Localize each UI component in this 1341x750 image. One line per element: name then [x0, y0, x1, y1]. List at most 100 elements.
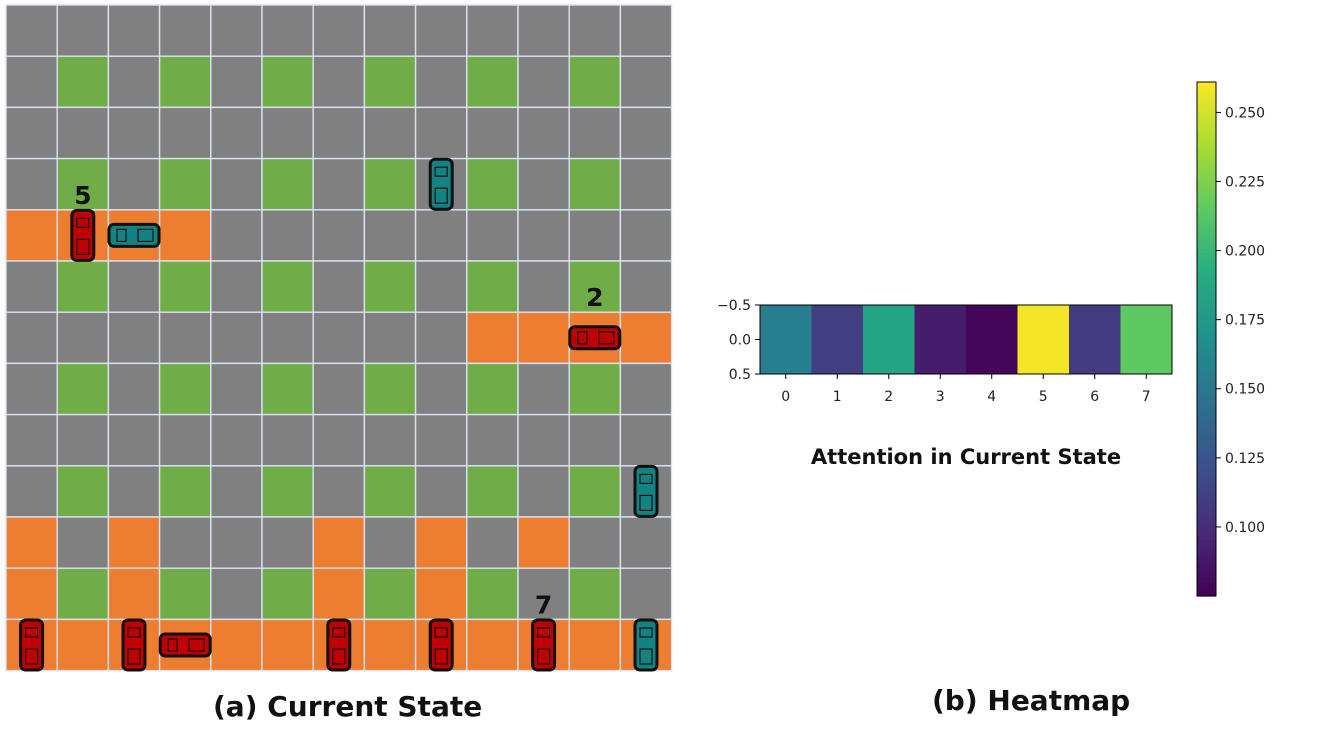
x-tick-label: 1: [833, 389, 842, 405]
colorbar-segment: [1197, 270, 1216, 276]
caption-current-state: (a) Current State: [213, 690, 483, 723]
colorbar-segment: [1197, 403, 1216, 409]
colorbar-segment: [1197, 334, 1216, 340]
car-window: [434, 166, 448, 177]
colorbar-segment: [1197, 129, 1216, 134]
colorbar-segment: [1197, 437, 1216, 443]
heatmap-cell: [966, 305, 1018, 374]
grid-cell-road: [363, 4, 417, 57]
colorbar-segment: [1197, 540, 1216, 546]
grid-cell-block: [363, 157, 417, 211]
colorbar-segment: [1197, 206, 1216, 212]
x-tick-label: 3: [936, 389, 945, 405]
car-window: [434, 627, 448, 638]
teal-car: [428, 157, 454, 211]
colorbar-segment: [1197, 304, 1216, 310]
grid-cell-congested: [466, 311, 519, 365]
colorbar-segment: [1197, 313, 1216, 319]
grid-cell-road: [312, 465, 366, 518]
colorbar-segment: [1197, 583, 1216, 589]
colorbar-segment: [1197, 561, 1216, 567]
car-window: [25, 648, 39, 665]
grid-cell-road: [619, 362, 673, 416]
car-window: [116, 228, 127, 242]
car-window: [137, 228, 154, 242]
grid-cell-road: [619, 209, 673, 262]
car-window: [639, 627, 653, 638]
grid-cell-road: [568, 209, 622, 262]
grid-cell-road: [5, 413, 58, 467]
colorbar-segment: [1197, 360, 1216, 366]
car-window: [332, 627, 346, 638]
colorbar-segment: [1197, 514, 1216, 520]
car-window: [76, 238, 90, 255]
colorbar-segment: [1197, 189, 1216, 194]
grid-cell-block: [158, 465, 212, 518]
colorbar-segment: [1197, 86, 1216, 92]
grid-cell-road: [619, 157, 673, 211]
grid-cell-road: [5, 106, 58, 160]
grid-cell-block: [568, 567, 622, 621]
red-car: [121, 618, 147, 672]
colorbar-tick-label: 0.100: [1225, 520, 1265, 536]
grid-cell-block: [261, 567, 314, 621]
car-window: [434, 648, 448, 665]
grid-cell-road: [414, 209, 468, 262]
grid-cell-block: [158, 260, 212, 313]
colorbar-segment: [1197, 274, 1216, 280]
caption-heatmap: (b) Heatmap: [932, 684, 1131, 717]
grid-cell-road: [363, 413, 417, 467]
grid-cell-road: [619, 106, 673, 160]
grid-cell-road: [517, 413, 570, 467]
colorbar-segment: [1197, 523, 1216, 529]
grid-cell-road: [107, 260, 161, 313]
colorbar-segment: [1197, 553, 1216, 559]
grid-cell-road: [261, 311, 314, 365]
grid-cell-block: [363, 260, 417, 313]
grid-cell-road: [5, 260, 58, 313]
colorbar-segment: [1197, 548, 1216, 554]
colorbar-segment: [1197, 454, 1216, 460]
colorbar-segment: [1197, 467, 1216, 473]
colorbar-segment: [1197, 488, 1216, 494]
car-window: [76, 217, 90, 228]
heatmap-cell: [1017, 305, 1070, 374]
grid-cell-congested: [158, 209, 212, 262]
grid-cell-road: [210, 106, 263, 160]
colorbar-segment: [1197, 484, 1216, 490]
colorbar-segment: [1197, 377, 1216, 383]
colorbar-segment: [1197, 364, 1216, 370]
grid-cell-road: [414, 260, 468, 313]
grid-cell-road: [210, 567, 263, 621]
colorbar-segment: [1197, 266, 1216, 272]
grid-cell-block: [56, 465, 110, 518]
colorbar-segment: [1197, 411, 1216, 417]
colorbar-segment: [1197, 184, 1216, 190]
colorbar-segment: [1197, 347, 1216, 353]
car-window: [639, 494, 653, 511]
grid-cell-block: [158, 362, 212, 416]
grid-cell-road: [5, 311, 58, 365]
colorbar-segment: [1197, 219, 1216, 224]
colorbar-segment: [1197, 326, 1216, 332]
grid-cell-road: [210, 260, 263, 313]
red-car: [568, 325, 622, 351]
heatmap-cell: [1120, 305, 1173, 374]
heatmap-cell: [863, 305, 915, 374]
colorbar-segment: [1197, 167, 1216, 173]
colorbar-tick-label: 0.150: [1225, 382, 1265, 398]
colorbar-segment: [1197, 566, 1216, 571]
car-window: [167, 638, 178, 652]
teal-car: [633, 464, 659, 518]
colorbar-segment: [1197, 107, 1216, 113]
grid-cell-road: [414, 465, 468, 518]
grid-cell-road: [619, 516, 673, 569]
colorbar-segment: [1197, 591, 1216, 597]
colorbar-tick-label: 0.175: [1225, 313, 1265, 329]
grid-cell-road: [107, 55, 161, 109]
y-tick-label: −0.5: [717, 298, 751, 314]
colorbar-segment: [1197, 103, 1216, 109]
grid-cell-road: [312, 209, 366, 262]
x-tick-label: 0: [781, 389, 790, 405]
colorbar-segment: [1197, 150, 1216, 156]
